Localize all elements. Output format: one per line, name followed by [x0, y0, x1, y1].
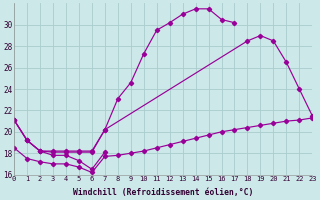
X-axis label: Windchill (Refroidissement éolien,°C): Windchill (Refroidissement éolien,°C) [73, 188, 253, 197]
